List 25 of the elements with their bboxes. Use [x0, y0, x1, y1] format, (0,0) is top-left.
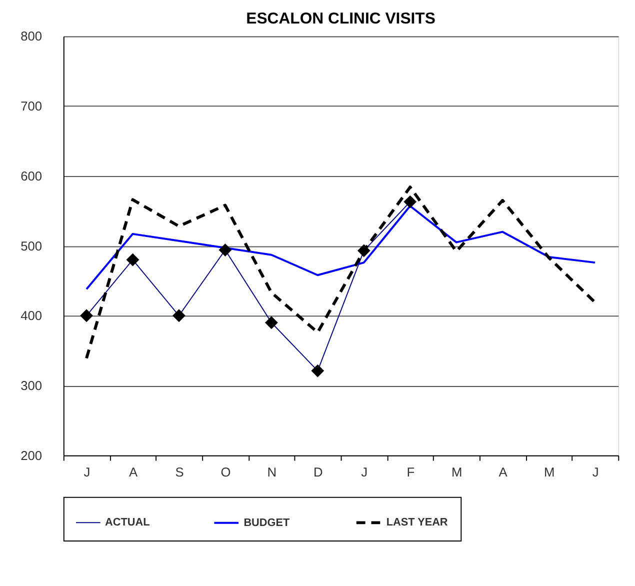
legend-label: BUDGET	[244, 516, 290, 529]
y-tick-label: 600	[20, 168, 42, 184]
y-tick-label: 800	[20, 28, 42, 44]
point	[357, 244, 370, 258]
x-tick-label: M	[451, 464, 462, 480]
x-tick-label: S	[175, 464, 184, 480]
line-series	[85, 186, 597, 360]
x-tick-label: A	[498, 464, 508, 480]
y-tick-label: 300	[20, 378, 42, 393]
x-tick-label: F	[406, 464, 415, 480]
y-tick-label: 200	[20, 448, 42, 463]
y-tick-label: 700	[20, 98, 42, 114]
x-tick-label: N	[267, 464, 277, 480]
chart-title: ESCALON CLINIC VISITS	[246, 10, 436, 28]
y-tick-label: 500	[20, 238, 42, 254]
x-tick-label: A	[128, 464, 138, 480]
x-tick-label: M	[544, 464, 555, 480]
x-tick-label: J	[592, 464, 599, 480]
x-tick-label: O	[220, 464, 231, 480]
x-tick-label: J	[361, 464, 368, 480]
x-tick-label: J	[84, 464, 90, 480]
legend-label: ACTUAL	[105, 516, 150, 529]
y-tick-label: 400	[20, 308, 42, 324]
legend-label: LAST YEAR	[386, 516, 448, 529]
x-tick-label: D	[314, 464, 323, 480]
